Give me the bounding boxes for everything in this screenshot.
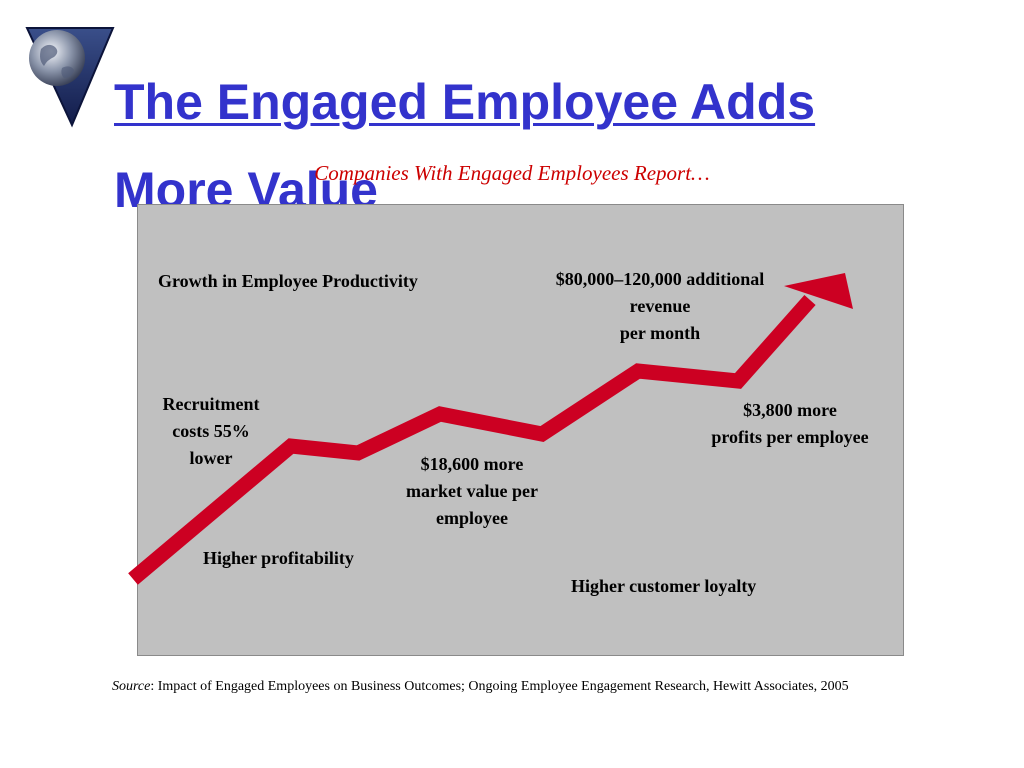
recruitment-label-line1: Recruitment bbox=[162, 394, 260, 414]
profits-label-line1: $3,800 more bbox=[743, 400, 837, 420]
source-prefix: Source bbox=[112, 679, 151, 694]
profitability-label: Higher profitability bbox=[203, 548, 354, 568]
market-value-label: $18,600 more market value per employee bbox=[372, 451, 572, 532]
profits-label-line2: profits per employee bbox=[711, 427, 869, 447]
slide-title-line1: The Engaged Employee Adds bbox=[114, 74, 816, 130]
growth-label: Growth in Employee Productivity bbox=[158, 271, 418, 291]
market-value-label-line2: market value per bbox=[406, 481, 538, 501]
profits-label: $3,800 more profits per employee bbox=[680, 397, 900, 451]
source-text: : Impact of Engaged Employees on Busines… bbox=[150, 679, 849, 694]
revenue-label-line1: $80,000–120,000 additional bbox=[555, 269, 765, 289]
revenue-label-line2: revenue bbox=[629, 296, 691, 316]
revenue-label: $80,000–120,000 additional revenue per m… bbox=[510, 266, 810, 347]
trend-arrow-line bbox=[128, 295, 816, 585]
revenue-label-line3: per month bbox=[619, 323, 701, 343]
source-citation: Source: Impact of Engaged Employees on B… bbox=[112, 679, 1017, 695]
trend-arrow-head bbox=[784, 273, 853, 309]
globe-triangle-logo-icon bbox=[25, 27, 115, 128]
recruitment-label-line2: costs 55% bbox=[172, 421, 250, 441]
market-value-label-line1: $18,600 more bbox=[420, 454, 524, 474]
slide-subtitle: Companies With Engaged Employees Report… bbox=[314, 161, 710, 185]
customer-loyalty-label: Higher customer loyalty bbox=[571, 576, 757, 596]
recruitment-label-line3: lower bbox=[189, 448, 233, 468]
recruitment-label: Recruitment costs 55% lower bbox=[131, 391, 291, 472]
market-value-label-line3: employee bbox=[436, 508, 508, 528]
